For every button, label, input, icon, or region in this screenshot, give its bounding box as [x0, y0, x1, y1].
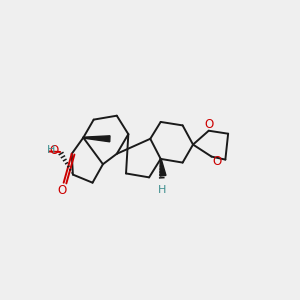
Polygon shape [160, 159, 166, 176]
Text: H: H [47, 145, 55, 155]
Text: O: O [50, 144, 59, 157]
Polygon shape [83, 136, 110, 142]
Text: O: O [213, 155, 222, 168]
Text: O: O [57, 184, 66, 197]
Text: H: H [158, 185, 166, 195]
Text: O: O [205, 118, 214, 131]
